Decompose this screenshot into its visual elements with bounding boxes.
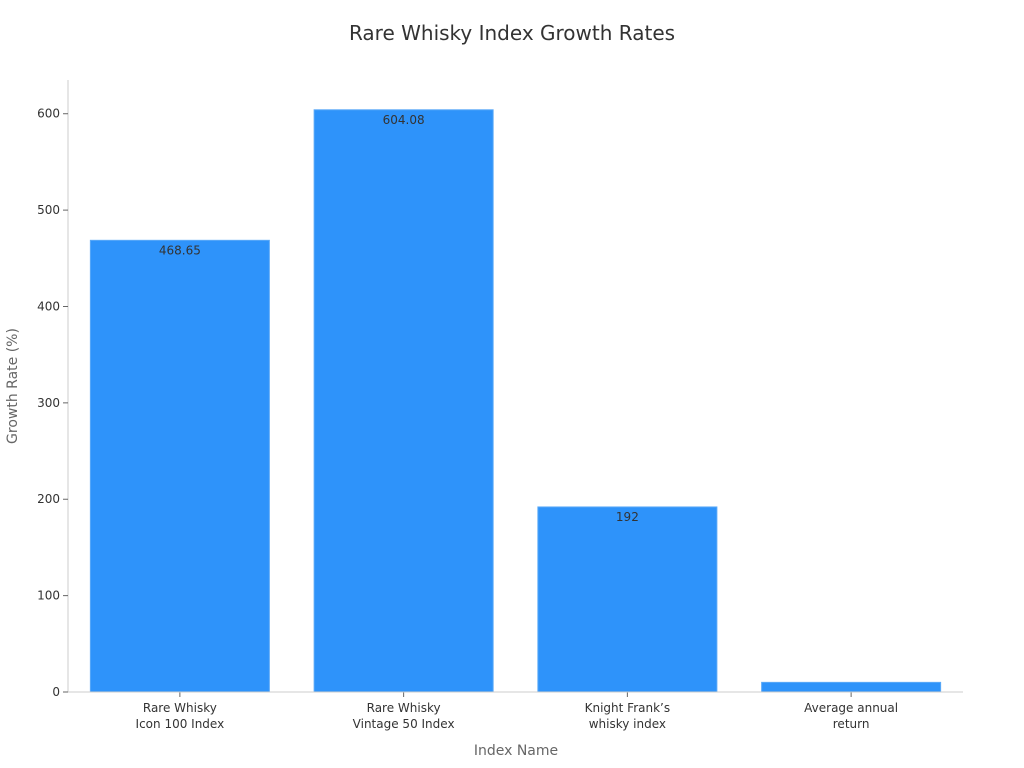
chart-title: Rare Whisky Index Growth Rates [349,21,675,45]
bar [313,109,494,693]
y-tick-label: 100 [37,589,60,603]
axes-group: Rare Whisky Icon 100 Index Rare Whisky Vint… [37,80,963,731]
bar [89,239,270,693]
y-tick-label: 600 [37,107,60,121]
data-label: 192 [616,510,639,524]
x-tick-label: Rare Whisky Icon 100 Index [136,701,225,731]
y-tick-label: 300 [37,396,60,410]
x-tick-label: Rare Whisky Vintage 50 Index [353,701,455,731]
bars-group: 468.65 604.08 192 [89,109,942,693]
x-tick-label: Average annual return [804,701,898,731]
y-tick-label: 400 [37,299,60,313]
y-tick-label: 0 [52,685,60,699]
data-label: 468.65 [159,243,201,257]
bar [537,506,718,693]
x-tick-label: Knight Frank’s whisky index [585,701,671,731]
data-label: 604.08 [383,113,425,127]
y-axis-title: Growth Rate (%) [5,328,21,444]
x-axis-title: Index Name [474,743,558,759]
y-tick-label: 200 [37,492,60,506]
y-tick-label: 500 [37,203,60,217]
bar [761,681,942,693]
